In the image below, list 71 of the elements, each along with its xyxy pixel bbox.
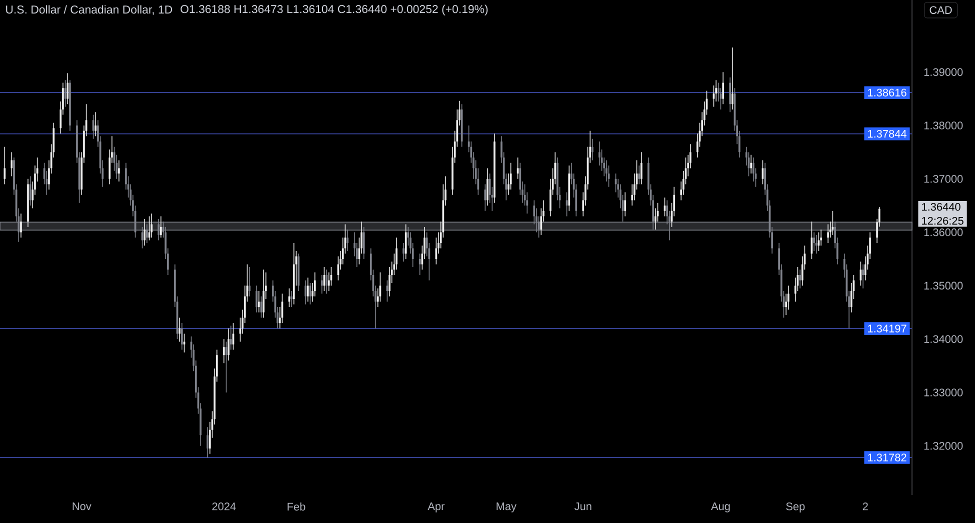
- candlestick: [228, 328, 230, 361]
- x-tick-label: Jun: [574, 502, 592, 510]
- candlestick: [258, 290, 260, 313]
- candlestick: [290, 290, 292, 308]
- candlestick: [731, 47, 734, 110]
- x-tick-label: Apr: [428, 502, 445, 512]
- candlestick: [94, 112, 97, 137]
- candlestick: [750, 154, 752, 174]
- y-tick-label: 1.33000: [924, 388, 963, 396]
- x-tick-label: 2: [862, 502, 868, 510]
- candlestick: [516, 157, 519, 180]
- candlestick: [729, 77, 732, 113]
- candlestick: [862, 264, 864, 289]
- y-tick-label: 1.34000: [924, 335, 963, 343]
- candlestick: [29, 176, 32, 206]
- candlestick: [799, 269, 801, 289]
- candlestick: [248, 266, 251, 297]
- y-tick-label: 1.39000: [924, 68, 963, 76]
- chart-subtitle: O1.36188 H1.36473 L1.36104 C1.36440 +0.00252 (+0.19%): [180, 4, 488, 16]
- ref-line-label: 1.31782: [868, 454, 906, 462]
- candlestick: [404, 224, 407, 260]
- candlestick: [230, 325, 232, 350]
- candlestick: [306, 277, 309, 302]
- candlestick: [815, 234, 818, 254]
- candlestick: [486, 168, 488, 206]
- candlestick: [181, 322, 183, 350]
- candlestick: [304, 280, 306, 305]
- candlestick: [262, 269, 265, 318]
- candlestick: [160, 216, 162, 238]
- candlestick: [4, 146, 6, 185]
- y-tick-label: 1.35000: [924, 282, 963, 290]
- y-axis-title: CAD: [930, 6, 952, 14]
- candlestick: [183, 333, 186, 353]
- candlestick: [722, 72, 724, 105]
- candlestick: [418, 253, 421, 276]
- x-tick-label: Sep: [786, 502, 805, 512]
- candlestick: [484, 184, 486, 212]
- candlestick: [326, 269, 328, 294]
- y-tick-label: 1.32000: [924, 442, 963, 450]
- candlestick: [144, 218, 146, 246]
- candlestick: [402, 242, 404, 262]
- text: 12:26:25: [922, 216, 964, 225]
- y-tick-label: 1.36000: [924, 228, 963, 236]
- ref-line-label: 1.38616: [868, 88, 906, 96]
- text: 1.36440: [922, 202, 960, 211]
- candlestick: [178, 317, 181, 342]
- candlestick: [66, 72, 69, 105]
- candlestick: [813, 232, 815, 252]
- candlestick: [638, 165, 640, 185]
- x-tick-label: Aug: [711, 502, 730, 512]
- candlestick: [592, 138, 594, 161]
- candlestick: [10, 152, 13, 177]
- x-tick-label: May: [496, 502, 516, 512]
- candlestick: [320, 274, 323, 294]
- candlestick: [118, 160, 120, 182]
- candlestick: [222, 338, 225, 364]
- candlestick: [827, 224, 829, 244]
- chart-title: U.S. Dollar / Canadian Dollar, 1D: [6, 5, 172, 15]
- candlestick: [206, 426, 209, 458]
- ref-line-label: 1.37844: [868, 130, 906, 138]
- candlestick: [256, 285, 258, 313]
- ref-line-label: 1.34197: [868, 324, 906, 332]
- y-tick-label: 1.37000: [924, 175, 963, 183]
- x-tick-label: Nov: [72, 502, 92, 510]
- y-tick-label: 1.38000: [924, 122, 963, 130]
- candlestick: [640, 152, 642, 185]
- x-tick-label: 2024: [212, 502, 236, 510]
- x-tick-label: Feb: [288, 502, 306, 511]
- candlestick: [150, 213, 153, 238]
- candlestick: [20, 213, 22, 238]
- candlestick: [624, 192, 626, 217]
